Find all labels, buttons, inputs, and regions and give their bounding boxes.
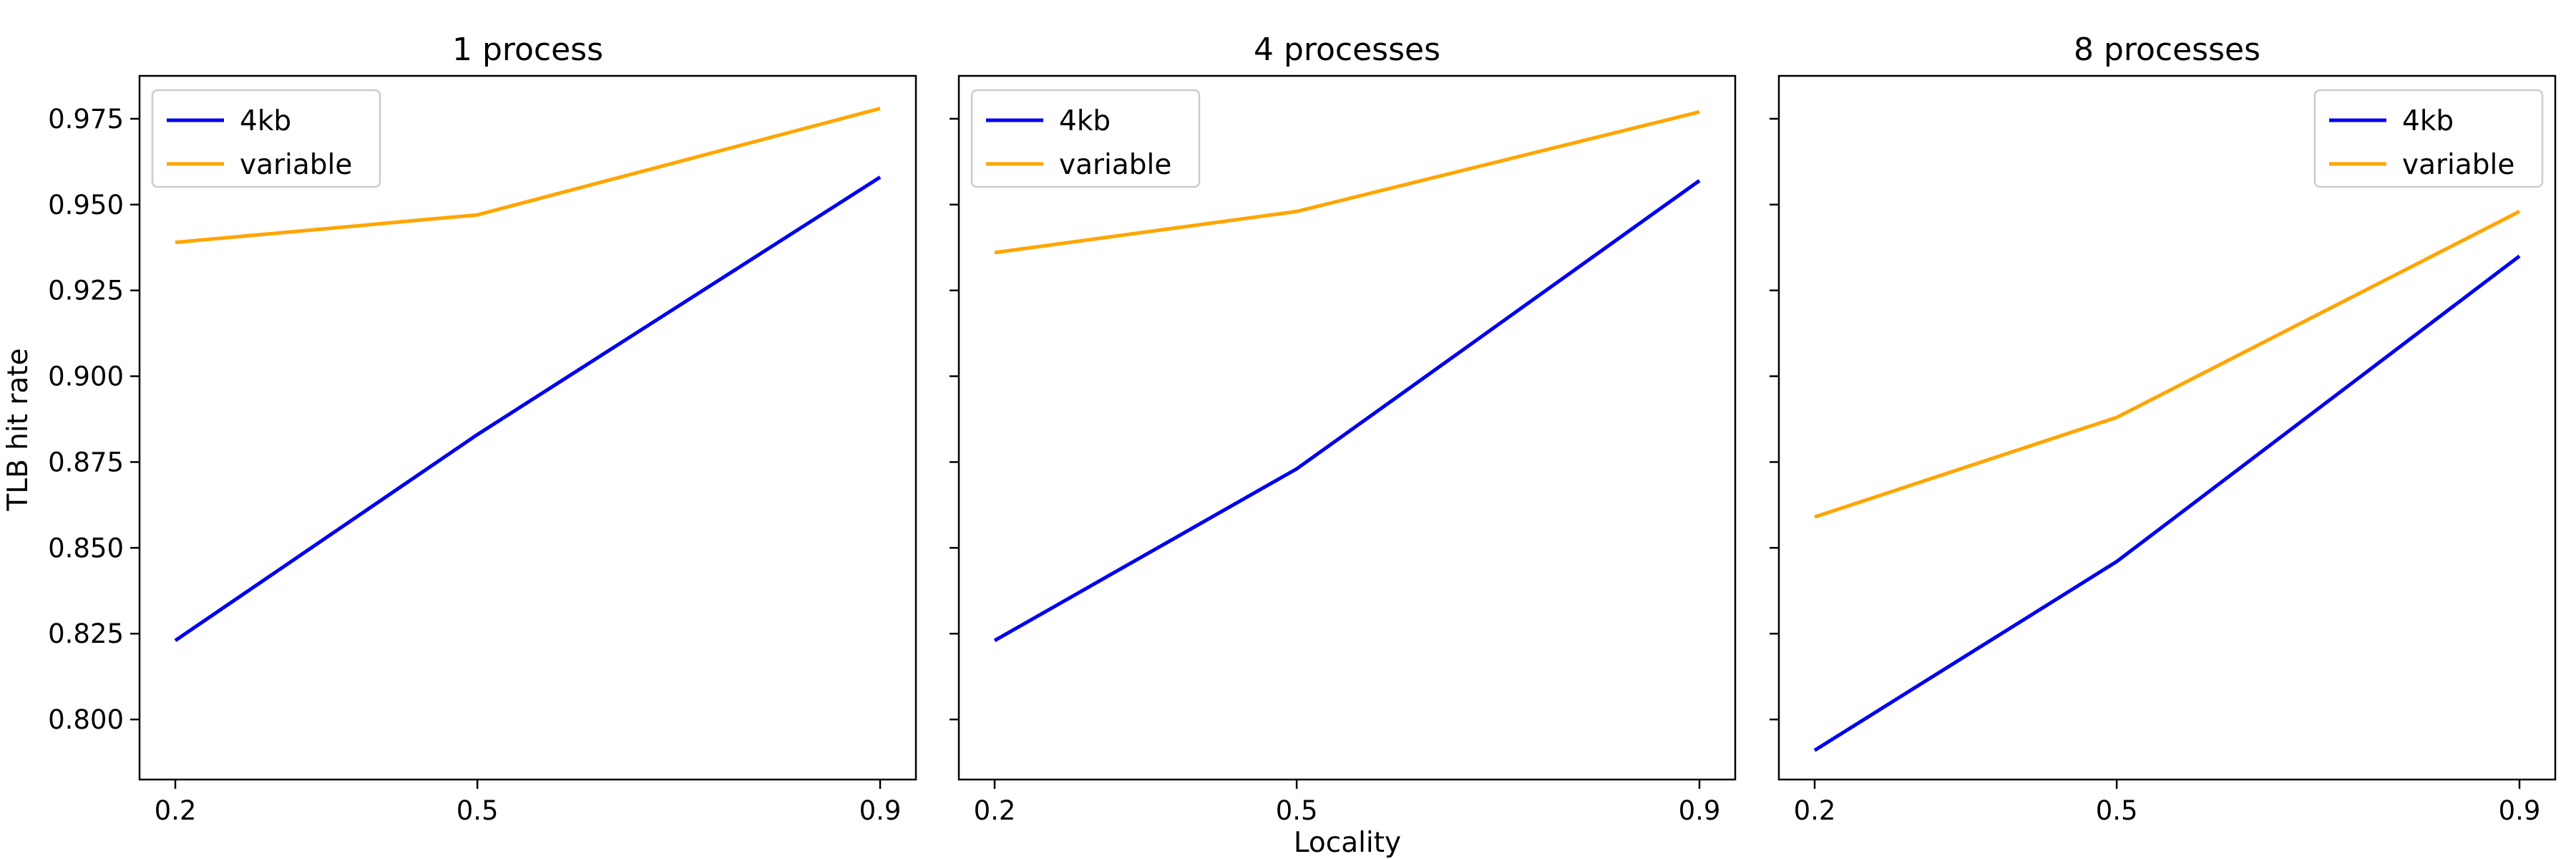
panels: 1 process 0.800 0.825 0.850 0.875 0.900 0.925 0… bbox=[48, 31, 2557, 826]
y-axis-label: TLB hit rate bbox=[2, 348, 34, 511]
legend-label-4kb: 4kb bbox=[240, 105, 291, 137]
series-line-variable bbox=[175, 107, 881, 245]
x-tick-label: 0.5 bbox=[1276, 795, 1318, 826]
panel-2: 4 processes 0.2 0.5 0.9 4kb variable bbox=[950, 31, 1737, 826]
legend-label-variable: variable bbox=[1059, 149, 1171, 181]
y-tick-label: 0.950 bbox=[48, 190, 124, 220]
panel-title: 4 processes bbox=[1254, 31, 1440, 68]
legend-label-4kb: 4kb bbox=[2402, 105, 2454, 137]
axes-frame bbox=[1777, 74, 2557, 781]
series-line-variable bbox=[994, 110, 1700, 255]
legend: 4kb variable bbox=[2313, 89, 2544, 188]
axes-frame bbox=[957, 74, 1737, 781]
legend: 4kb variable bbox=[151, 89, 381, 188]
legend-label-variable: variable bbox=[2402, 149, 2514, 181]
y-tick-label: 0.825 bbox=[48, 618, 124, 649]
series-line-4kb bbox=[1813, 254, 2521, 752]
x-tick-label: 0.2 bbox=[1794, 795, 1836, 826]
x-tick-label: 0.5 bbox=[457, 795, 499, 826]
y-tick-label: 0.875 bbox=[48, 447, 124, 477]
x-tick-label: 0.5 bbox=[2096, 795, 2138, 826]
panel-1: 1 process 0.800 0.825 0.850 0.875 0.900 0.925 0… bbox=[48, 31, 917, 826]
legend-label-4kb: 4kb bbox=[1059, 105, 1111, 137]
panel-title: 1 process bbox=[452, 31, 603, 68]
panel-3: 8 processes 0.2 0.5 0.9 4kb variable bbox=[1770, 31, 2557, 826]
y-tick-label: 0.900 bbox=[48, 361, 124, 392]
y-tick-label: 0.850 bbox=[48, 533, 124, 563]
x-tick-label: 0.9 bbox=[859, 795, 902, 826]
x-tick-label: 0.2 bbox=[974, 795, 1016, 826]
x-tick-label: 0.9 bbox=[1679, 795, 1721, 826]
y-tick-label: 0.800 bbox=[48, 704, 124, 735]
x-tick-label: 0.9 bbox=[2499, 795, 2541, 826]
panel-title: 8 processes bbox=[2074, 31, 2260, 68]
x-tick-label: 0.2 bbox=[155, 795, 197, 826]
series-line-variable bbox=[1814, 210, 2521, 519]
series-line-4kb bbox=[993, 179, 1701, 642]
y-tick-label: 0.975 bbox=[48, 104, 124, 135]
series-line-4kb bbox=[174, 175, 882, 642]
legend-label-variable: variable bbox=[240, 149, 352, 181]
legend: 4kb variable bbox=[970, 89, 1201, 188]
x-axis-label: Locality bbox=[1294, 827, 1401, 859]
y-tick-label: 0.925 bbox=[48, 276, 124, 306]
axes-frame bbox=[138, 74, 917, 781]
